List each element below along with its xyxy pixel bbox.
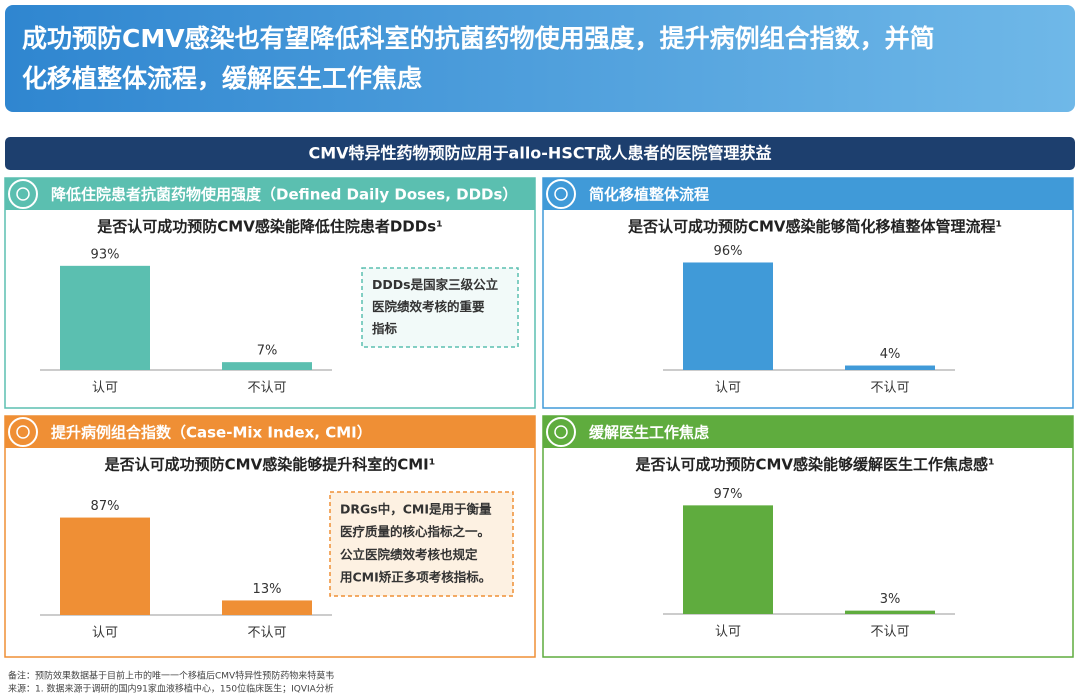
panel-title: 缓解医生工作焦虑 [589,424,709,442]
note: 备注：预防效果数据基于目前上市的唯一一个移植后CMV特异性预防药物来特莫韦 [8,670,334,682]
panel-header [543,416,1073,448]
callout-box [361,267,519,348]
panel-icon [554,425,568,439]
chart-subtitle: 是否认可成功预防CMV感染能够简化移植整体管理流程¹ [627,218,1002,236]
callout-text: 医疗质量的核心指标之一。 [340,524,490,539]
callout-text: DRGs中，CMI是用于衡量 [340,502,492,517]
header-box [5,5,1075,112]
chart-subtitle: 是否认可成功预防CMV感染能降低住院患者DDDs¹ [96,218,442,236]
callout-text: 用CMI矫正多项考核指标。 [339,569,491,584]
panel-header [543,178,1073,210]
panel-icon [16,425,30,439]
panel-title: 简化移植整体流程 [589,186,709,204]
value-label: 93% [91,247,120,262]
banner: CMV特异性药物预防应用于allo-HSCT成人患者的医院管理获益 [308,144,771,163]
category-label: 不认可 [870,381,909,396]
category-label: 不认可 [870,625,909,640]
value-label: 4% [880,347,901,362]
bar [222,362,312,370]
callout-text: 医院绩效考核的重要 [372,299,485,314]
category-label: 不认可 [247,381,286,396]
panel-icon [554,187,568,201]
value-label: 87% [91,499,120,514]
panel-title: 提升病例组合指数（Case-Mix Index, CMI） [51,424,372,442]
bar [222,600,312,615]
panel-title: 降低住院患者抗菌药物使用强度（Defined Daily Doses, DDDs… [51,186,517,204]
bar [845,610,935,614]
bar [845,365,935,370]
panel-icon [16,187,30,201]
value-label: 97% [714,487,743,502]
callout-text: 公立医院绩效考核也规定 [340,547,478,562]
panel-box [542,177,1074,409]
panel-header [5,416,535,448]
value-label: 13% [253,582,282,597]
panel-box [542,415,1074,658]
panel-icon [546,179,576,209]
bar [60,265,150,370]
note: 来源：1. 数据来源于调研的国内91家血液移植中心，150位临床医生；IQVIA… [8,683,334,695]
bar [683,262,773,370]
panel-icon [8,417,38,447]
category-label: 认可 [715,625,741,640]
category-label: 不认可 [247,626,286,641]
category-label: 认可 [92,626,118,641]
chart-subtitle: 是否认可成功预防CMV感染能够缓解医生工作焦虑感¹ [634,456,994,474]
value-label: 3% [880,592,901,607]
panel-header [5,178,535,210]
bar [60,517,150,615]
panel-icon [8,179,38,209]
panel-icon [546,417,576,447]
callout-text: 指标 [372,321,398,336]
value-label: 7% [257,344,278,359]
bar [683,505,773,614]
callout-text: DDDs是国家三级公立 [372,277,499,292]
value-label: 96% [714,244,743,259]
banner-box [5,137,1075,170]
page-title: 成功预防CMV感染也有望降低科室的抗菌药物使用强度，提升病例组合指数，并简 [22,24,935,53]
category-label: 认可 [715,381,741,396]
chart-subtitle: 是否认可成功预防CMV感染能够提升科室的CMI¹ [104,456,436,474]
category-label: 认可 [92,381,118,396]
callout-box [329,491,514,597]
page-title: 化移植整体流程，缓解医生工作焦虑 [22,64,422,93]
